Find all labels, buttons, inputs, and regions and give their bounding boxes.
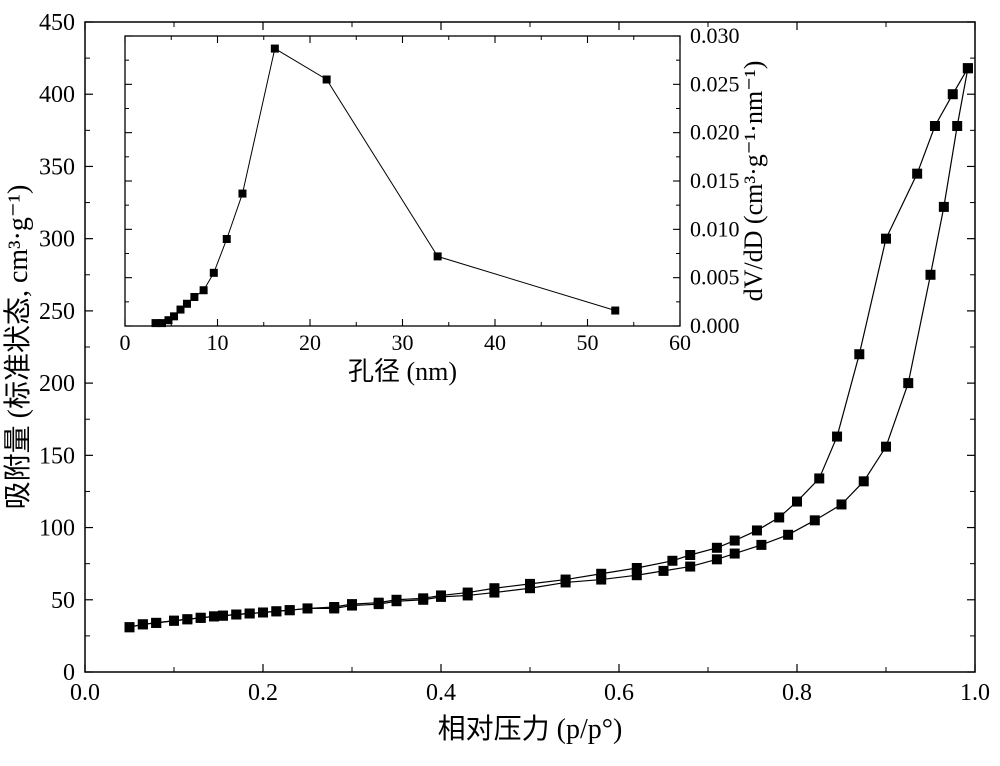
svg-text:0.030: 0.030: [690, 23, 740, 48]
svg-text:40: 40: [484, 330, 506, 355]
svg-text:400: 400: [39, 82, 75, 108]
svg-text:450: 450: [39, 10, 75, 36]
svg-text:0.020: 0.020: [690, 120, 740, 145]
svg-text:60: 60: [669, 330, 691, 355]
svg-text:0.6: 0.6: [604, 680, 634, 706]
svg-text:50: 50: [51, 588, 75, 614]
svg-text:dV/dD (cm³·g⁻¹·nm⁻¹): dV/dD (cm³·g⁻¹·nm⁻¹): [739, 61, 768, 302]
svg-text:吸附量 (标准状态, cm³·g⁻¹): 吸附量 (标准状态, cm³·g⁻¹): [2, 185, 34, 510]
svg-text:0.8: 0.8: [782, 680, 812, 706]
svg-text:20: 20: [299, 330, 321, 355]
svg-text:100: 100: [39, 516, 75, 542]
svg-text:300: 300: [39, 227, 75, 253]
svg-text:0.025: 0.025: [690, 71, 740, 96]
svg-text:150: 150: [39, 443, 75, 469]
svg-text:250: 250: [39, 299, 75, 325]
svg-text:0.010: 0.010: [690, 216, 740, 241]
svg-text:30: 30: [392, 330, 414, 355]
svg-text:0.005: 0.005: [690, 265, 740, 290]
svg-text:10: 10: [207, 330, 229, 355]
svg-text:350: 350: [39, 154, 75, 180]
svg-text:50: 50: [577, 330, 599, 355]
svg-text:0.000: 0.000: [690, 313, 740, 338]
figure-root: 0.00.20.40.60.81.00501001502002503003504…: [0, 0, 1000, 766]
svg-text:1.0: 1.0: [960, 680, 990, 706]
chart-svg: 0.00.20.40.60.81.00501001502002503003504…: [0, 0, 1000, 766]
svg-text:相对压力 (p/p°): 相对压力 (p/p°): [438, 713, 623, 745]
svg-text:0.4: 0.4: [426, 680, 456, 706]
svg-text:孔径 (nm): 孔径 (nm): [348, 357, 457, 386]
svg-text:0: 0: [120, 330, 131, 355]
svg-text:0: 0: [63, 660, 75, 686]
svg-text:0.2: 0.2: [248, 680, 278, 706]
svg-text:0.015: 0.015: [690, 168, 740, 193]
svg-text:200: 200: [39, 371, 75, 397]
